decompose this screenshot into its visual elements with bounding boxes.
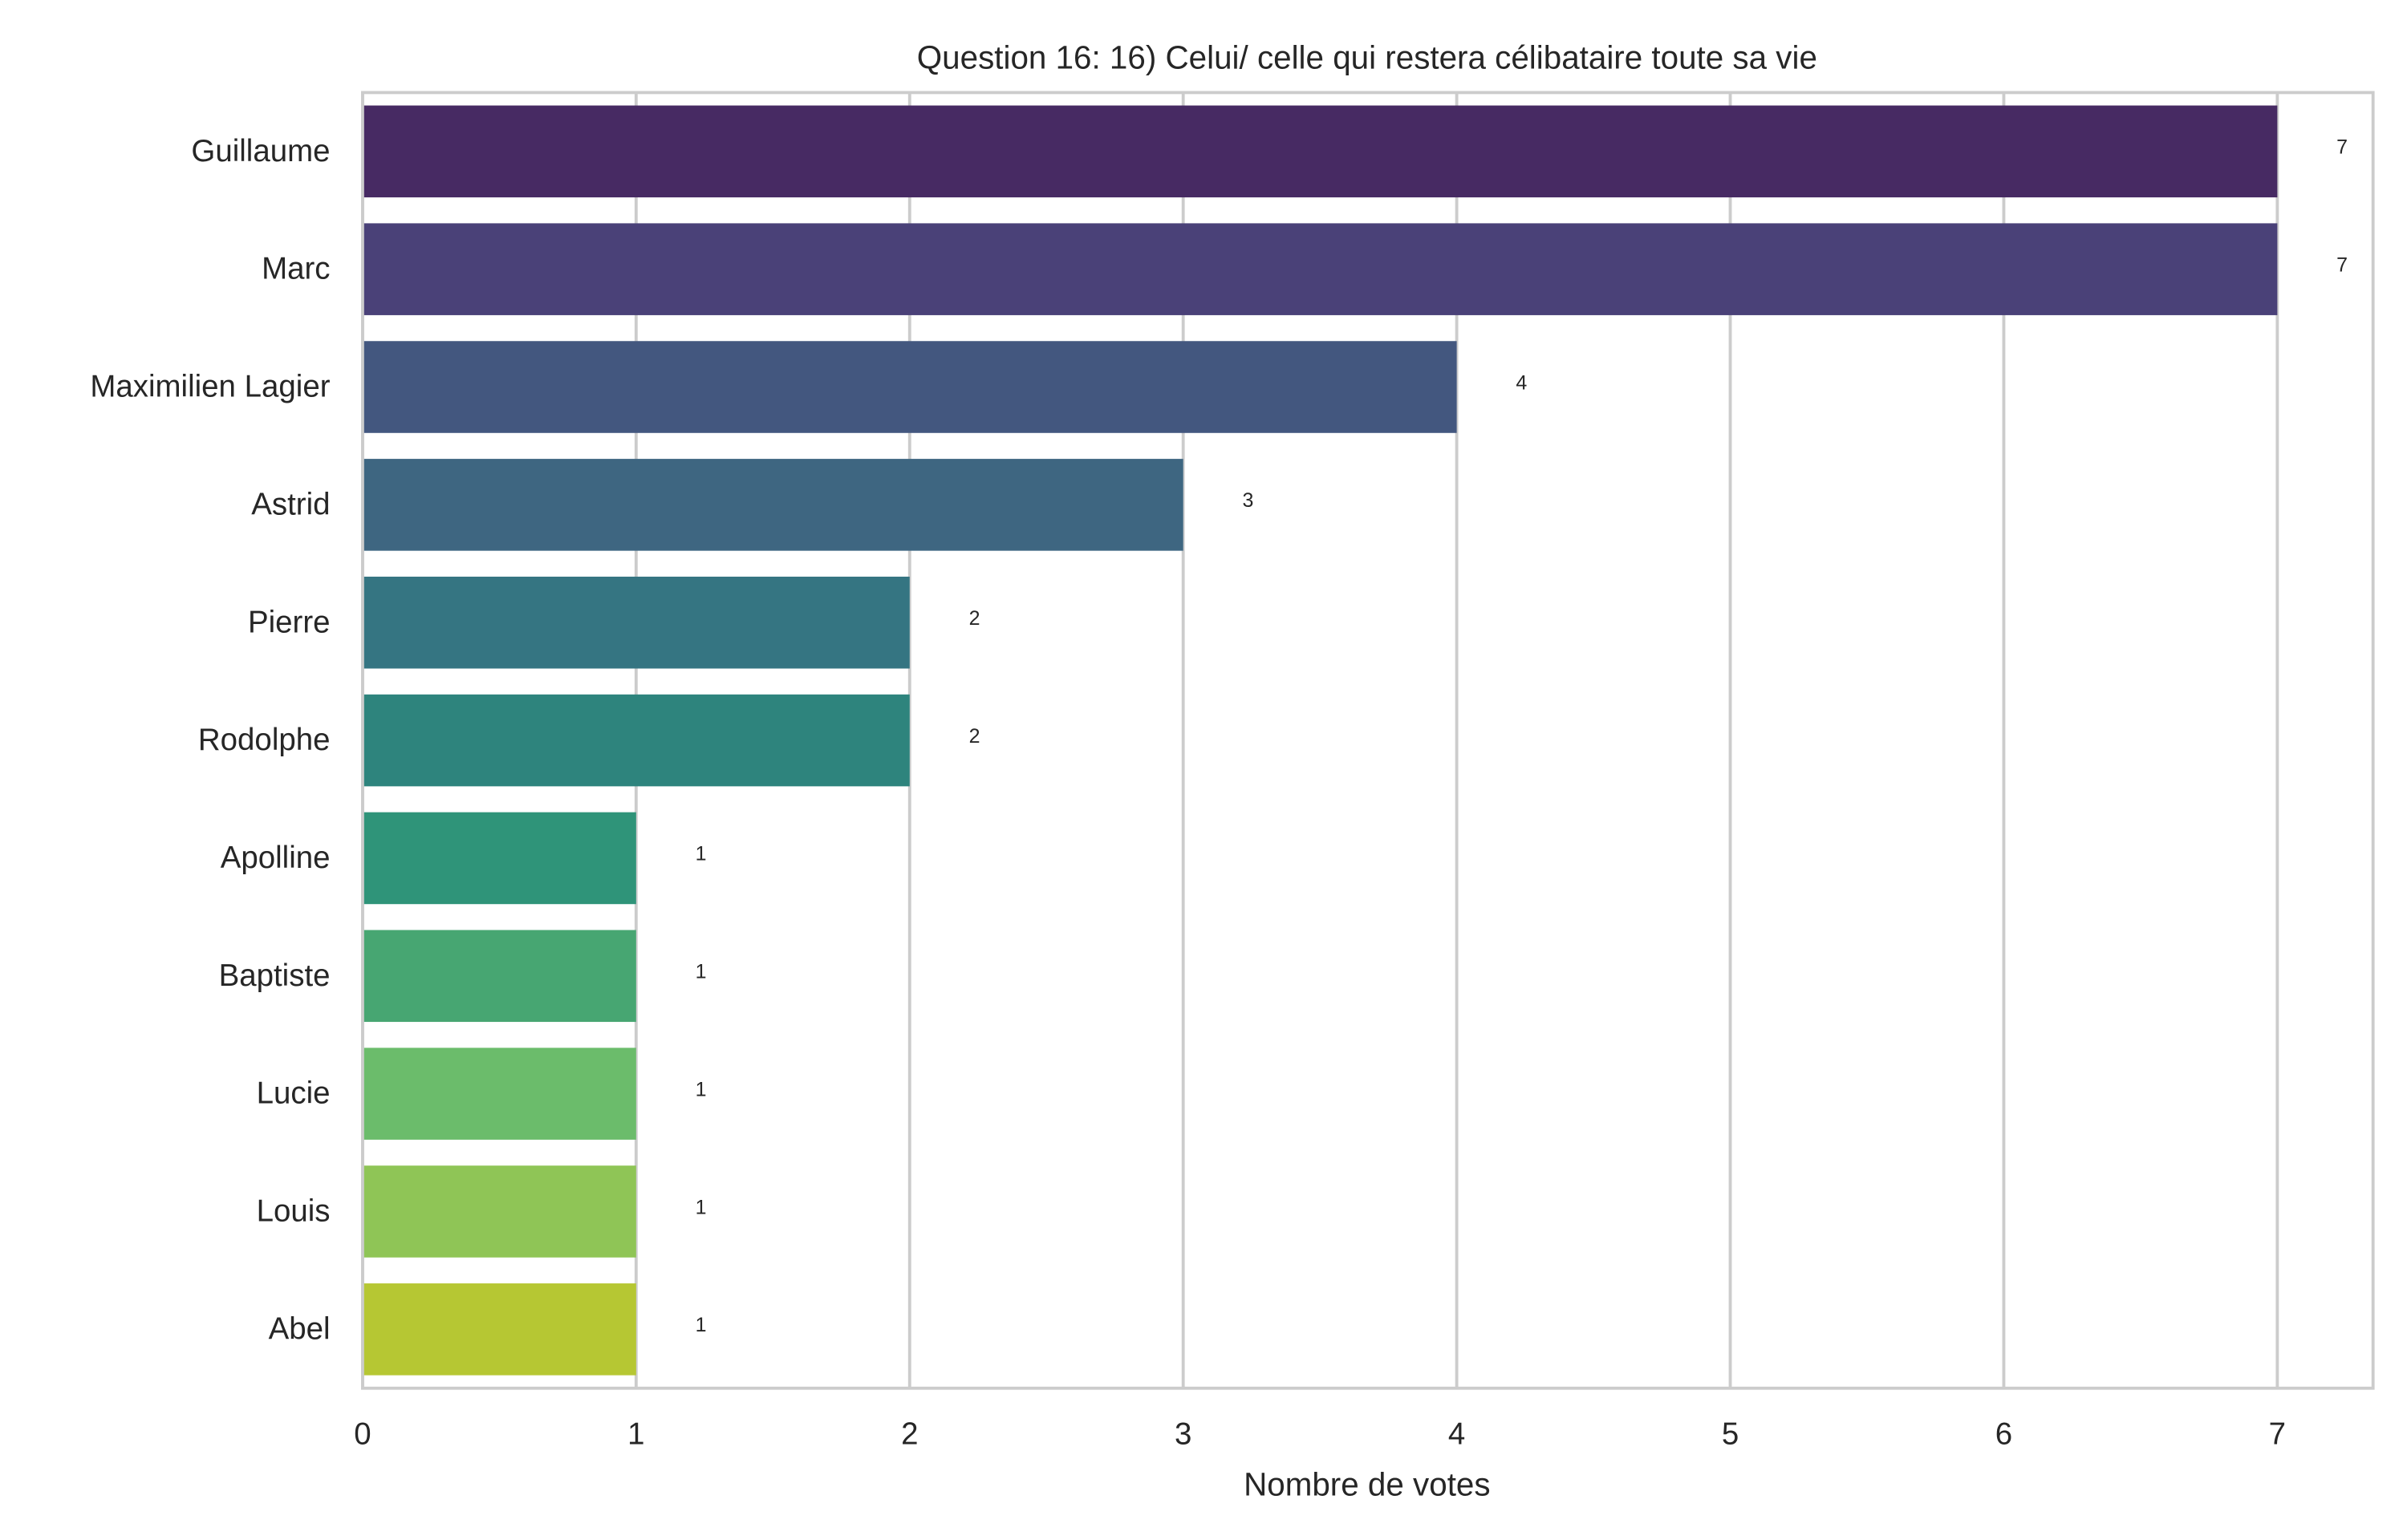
value-label: 7: [2336, 253, 2348, 276]
y-tick-label: Guillaume: [191, 134, 330, 168]
y-tick-label: Maximilien Lagier: [90, 370, 330, 404]
value-label: 1: [696, 843, 707, 865]
bar: [362, 223, 2278, 315]
bar: [362, 459, 1183, 551]
x-tick-label: 6: [1995, 1417, 2012, 1452]
bar: [362, 105, 2278, 198]
bar: [362, 576, 910, 669]
y-tick-label: Pierre: [248, 605, 331, 639]
value-label: 1: [696, 961, 707, 983]
x-tick-label: 2: [901, 1417, 918, 1452]
value-label: 2: [969, 607, 980, 630]
y-tick-label: Rodolphe: [198, 723, 331, 757]
value-label: 7: [2336, 136, 2348, 159]
y-tick-label: Louis: [257, 1194, 331, 1229]
y-tick-label: Apolline: [221, 841, 331, 875]
x-axis-label: Nombre de votes: [1244, 1466, 1490, 1503]
x-tick-label: 7: [2269, 1417, 2286, 1452]
bar: [362, 930, 636, 1023]
y-tick-label: Abel: [269, 1311, 331, 1346]
value-label: 2: [969, 725, 980, 748]
value-label: 1: [696, 1196, 707, 1218]
bar: [362, 1165, 636, 1258]
x-tick-label: 3: [1175, 1417, 1191, 1452]
bar: [362, 1283, 636, 1376]
x-tick-label: 1: [627, 1417, 644, 1452]
axes-frame: [361, 91, 2375, 1390]
bar: [362, 1048, 636, 1140]
bar: [362, 694, 910, 787]
bar: [362, 341, 1457, 433]
chart-title: Question 16: 16) Celui/ celle qui rester…: [917, 39, 1817, 76]
bars: [362, 105, 2278, 1376]
bar: [362, 812, 636, 905]
x-tick-label: 5: [1722, 1417, 1739, 1452]
y-tick-label: Astrid: [251, 487, 330, 521]
value-label: 1: [696, 1078, 707, 1100]
value-label: 4: [1516, 371, 1527, 394]
value-label: 1: [696, 1314, 707, 1336]
y-tick-label: Marc: [262, 252, 330, 286]
value-label: 3: [1243, 489, 1254, 512]
x-tick-label: 4: [1448, 1417, 1465, 1452]
y-tick-label: Lucie: [257, 1076, 331, 1111]
x-tick-label: 0: [354, 1417, 371, 1452]
y-tick-label: Baptiste: [219, 958, 331, 993]
